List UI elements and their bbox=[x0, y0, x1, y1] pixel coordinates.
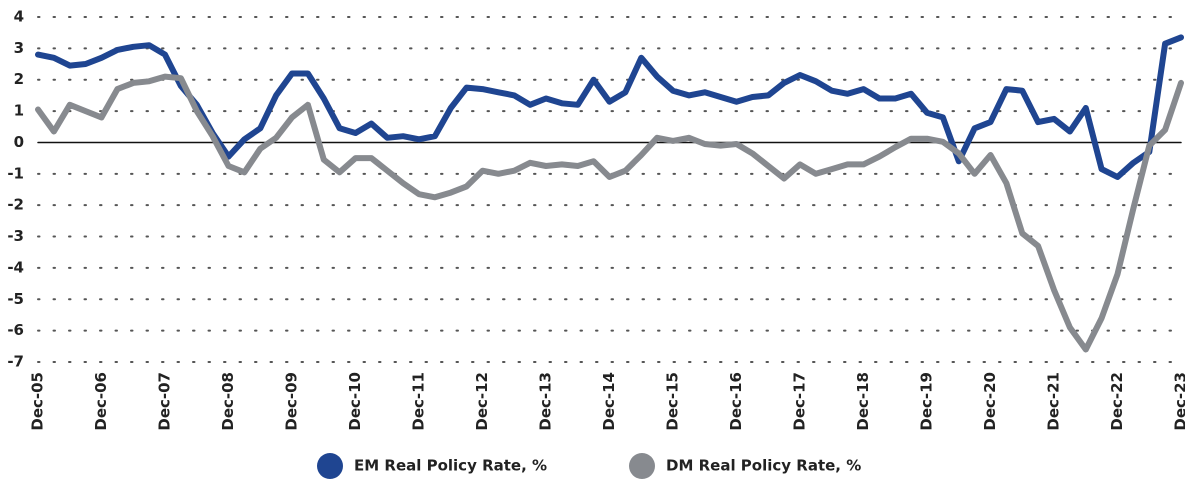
y-tick-label: 4 bbox=[14, 8, 24, 26]
legend-label: EM Real Policy Rate, % bbox=[354, 457, 547, 475]
line-series bbox=[35, 73, 1184, 353]
y-tick-label: -3 bbox=[7, 227, 24, 245]
legend-label: DM Real Policy Rate, % bbox=[666, 457, 861, 475]
y-tick-label: 3 bbox=[14, 39, 24, 57]
x-tick-label: Dec-21 bbox=[1045, 372, 1063, 431]
x-tick-label: Dec-19 bbox=[918, 372, 936, 431]
y-tick-label: -5 bbox=[7, 290, 24, 308]
x-tick-label: Dec-16 bbox=[727, 372, 745, 431]
y-tick-label: -4 bbox=[7, 258, 24, 276]
y-tick-label: -6 bbox=[7, 321, 24, 339]
x-tick-label: Dec-13 bbox=[537, 372, 555, 431]
legend: EM Real Policy Rate, % DM Real Policy Rat… bbox=[317, 453, 861, 479]
x-tick-label: Dec-11 bbox=[410, 372, 428, 431]
y-tick-label: 1 bbox=[14, 102, 24, 120]
x-tick-label: Dec-08 bbox=[219, 372, 237, 431]
x-tick-label: Dec-14 bbox=[600, 372, 618, 431]
x-tick-label: Dec-05 bbox=[29, 372, 47, 431]
y-tick-label: 0 bbox=[14, 133, 24, 151]
x-tick-label: Dec-06 bbox=[92, 372, 110, 431]
x-tick-label: Dec-18 bbox=[854, 372, 872, 431]
x-tick-label: Dec-20 bbox=[981, 372, 999, 431]
y-tick-label: 2 bbox=[14, 70, 24, 88]
x-tick-label: Dec-17 bbox=[791, 372, 809, 431]
legend-marker bbox=[629, 453, 655, 479]
x-tick-label: Dec-09 bbox=[283, 372, 301, 431]
y-tick-label: -2 bbox=[7, 196, 24, 214]
x-tick-label: Dec-23 bbox=[1172, 372, 1185, 431]
x-tick-label: Dec-15 bbox=[664, 372, 682, 431]
x-tick-label: Dec-12 bbox=[473, 372, 491, 431]
y-tick-label: -1 bbox=[7, 164, 24, 182]
line-series bbox=[35, 34, 1184, 180]
x-tick-label: Dec-07 bbox=[156, 372, 174, 431]
x-tick-label: Dec-10 bbox=[346, 372, 364, 431]
x-tick-label: Dec-22 bbox=[1108, 372, 1126, 431]
legend-marker bbox=[317, 453, 343, 479]
y-tick-label: -7 bbox=[7, 353, 24, 371]
